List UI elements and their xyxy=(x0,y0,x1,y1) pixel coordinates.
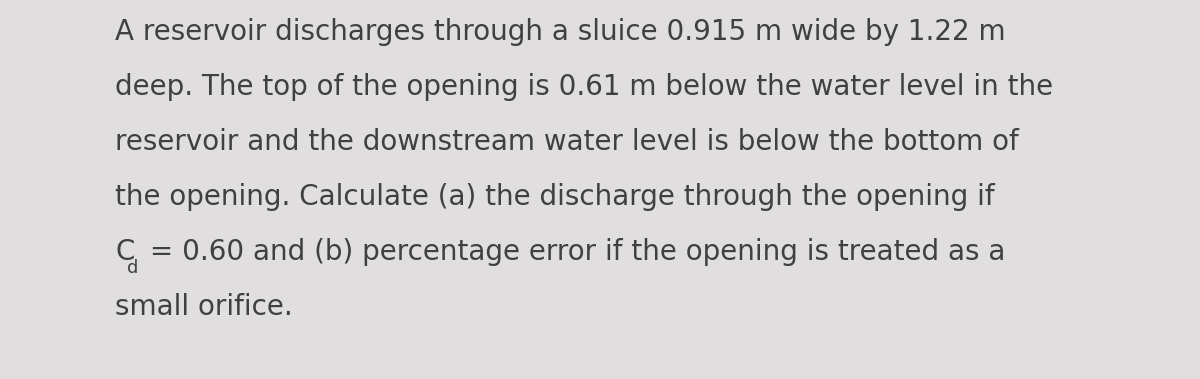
Text: A reservoir discharges through a sluice 0.915 m wide by 1.22 m: A reservoir discharges through a sluice … xyxy=(115,18,1006,46)
Text: reservoir and the downstream water level is below the bottom of: reservoir and the downstream water level… xyxy=(115,128,1019,156)
Text: = 0.60 and (b) percentage error if the opening is treated as a: = 0.60 and (b) percentage error if the o… xyxy=(140,238,1004,266)
Text: deep. The top of the opening is 0.61 m below the water level in the: deep. The top of the opening is 0.61 m b… xyxy=(115,73,1054,101)
Text: d: d xyxy=(127,259,138,277)
Text: C: C xyxy=(115,238,134,266)
Text: small orifice.: small orifice. xyxy=(115,293,293,321)
Text: the opening. Calculate (a) the discharge through the opening if: the opening. Calculate (a) the discharge… xyxy=(115,183,995,211)
